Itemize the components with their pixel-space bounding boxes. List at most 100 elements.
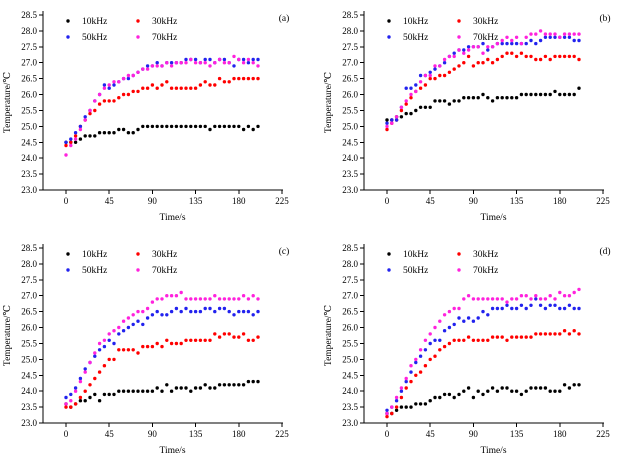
data-point bbox=[471, 45, 476, 49]
series-10kHz bbox=[64, 124, 260, 144]
y-tick-label: 26.0 bbox=[21, 90, 37, 100]
data-point bbox=[418, 402, 423, 406]
data-point bbox=[241, 76, 246, 81]
data-point bbox=[481, 338, 485, 342]
data-point bbox=[414, 83, 418, 87]
y-tick-label: 25.5 bbox=[21, 338, 37, 348]
data-point bbox=[193, 86, 198, 90]
data-point bbox=[141, 86, 145, 90]
data-point bbox=[64, 153, 68, 157]
data-point bbox=[514, 54, 519, 59]
data-point bbox=[529, 335, 533, 339]
data-point bbox=[208, 83, 212, 87]
data-point bbox=[505, 386, 509, 390]
data-point bbox=[97, 341, 102, 346]
data-point bbox=[189, 297, 193, 301]
data-point bbox=[500, 54, 504, 59]
data-point bbox=[208, 127, 212, 132]
data-point bbox=[184, 61, 188, 65]
data-point bbox=[73, 386, 78, 390]
data-point bbox=[222, 297, 227, 301]
legend-marker-70kHz bbox=[457, 268, 461, 272]
data-point bbox=[97, 92, 102, 97]
data-point bbox=[457, 48, 461, 52]
data-point bbox=[150, 313, 155, 317]
data-point bbox=[562, 294, 567, 298]
data-point bbox=[409, 111, 413, 116]
data-point bbox=[193, 386, 198, 390]
data-point bbox=[514, 335, 519, 339]
data-point bbox=[394, 118, 399, 122]
legend-marker-10kHz bbox=[66, 252, 70, 256]
data-point bbox=[126, 348, 131, 352]
data-point bbox=[500, 297, 504, 301]
data-point bbox=[169, 389, 174, 393]
data-point bbox=[150, 64, 155, 68]
data-point bbox=[572, 290, 576, 295]
data-point bbox=[155, 341, 159, 346]
data-point bbox=[476, 316, 480, 320]
data-point bbox=[409, 96, 413, 100]
data-point bbox=[174, 386, 179, 390]
data-point bbox=[97, 370, 102, 374]
data-point bbox=[510, 38, 514, 43]
data-point bbox=[457, 306, 461, 311]
data-point bbox=[452, 51, 456, 55]
data-point bbox=[256, 57, 260, 62]
data-point bbox=[169, 124, 174, 129]
x-axis-label: Time/s bbox=[480, 213, 506, 223]
y-tick-label: 23.5 bbox=[21, 169, 37, 179]
data-point bbox=[131, 131, 135, 135]
chart-panel-d: 23.0 23.5 24.0 24.5 25.0 25.5 26.0 26.5 27.0 27.5… bbox=[321, 233, 642, 467]
data-point bbox=[572, 329, 576, 333]
data-point bbox=[213, 386, 217, 390]
data-point bbox=[160, 344, 164, 349]
data-point bbox=[222, 124, 227, 129]
y-tick-label: 24.0 bbox=[342, 153, 358, 163]
data-point bbox=[213, 332, 217, 336]
series-10kHz bbox=[64, 379, 260, 409]
data-point bbox=[184, 297, 188, 301]
data-point bbox=[141, 389, 145, 393]
data-point bbox=[404, 405, 408, 409]
data-point bbox=[548, 57, 552, 62]
data-point bbox=[232, 64, 236, 68]
data-point bbox=[69, 137, 73, 141]
y-tick-label: 23.0 bbox=[21, 418, 37, 428]
data-point bbox=[165, 383, 169, 387]
data-point bbox=[155, 386, 159, 390]
data-point bbox=[543, 54, 548, 59]
data-point bbox=[126, 325, 131, 330]
data-point bbox=[538, 332, 543, 336]
data-point bbox=[112, 329, 116, 333]
data-point bbox=[64, 395, 68, 400]
data-point bbox=[241, 127, 246, 132]
legend-label-70kHz: 70kHz bbox=[152, 33, 177, 43]
x-tick-label: 45 bbox=[426, 429, 436, 439]
data-point bbox=[179, 61, 183, 65]
data-point bbox=[548, 332, 552, 336]
data-point bbox=[486, 338, 490, 342]
data-point bbox=[227, 309, 231, 314]
data-point bbox=[169, 86, 174, 90]
data-point bbox=[462, 96, 466, 100]
data-point bbox=[189, 86, 193, 90]
data-point bbox=[442, 61, 447, 65]
legend-marker-10kHz bbox=[66, 19, 70, 23]
data-point bbox=[93, 134, 97, 138]
data-point bbox=[83, 118, 87, 122]
data-point bbox=[246, 379, 251, 384]
data-point bbox=[510, 41, 514, 46]
series-70kHz bbox=[64, 290, 260, 406]
data-point bbox=[519, 294, 524, 298]
data-point bbox=[222, 306, 227, 311]
data-point bbox=[462, 51, 466, 55]
data-point bbox=[102, 392, 107, 397]
data-point bbox=[529, 303, 533, 307]
data-point bbox=[558, 389, 562, 393]
data-point bbox=[126, 316, 131, 320]
data-point bbox=[577, 38, 581, 43]
data-point bbox=[433, 64, 437, 68]
data-point bbox=[562, 329, 567, 333]
